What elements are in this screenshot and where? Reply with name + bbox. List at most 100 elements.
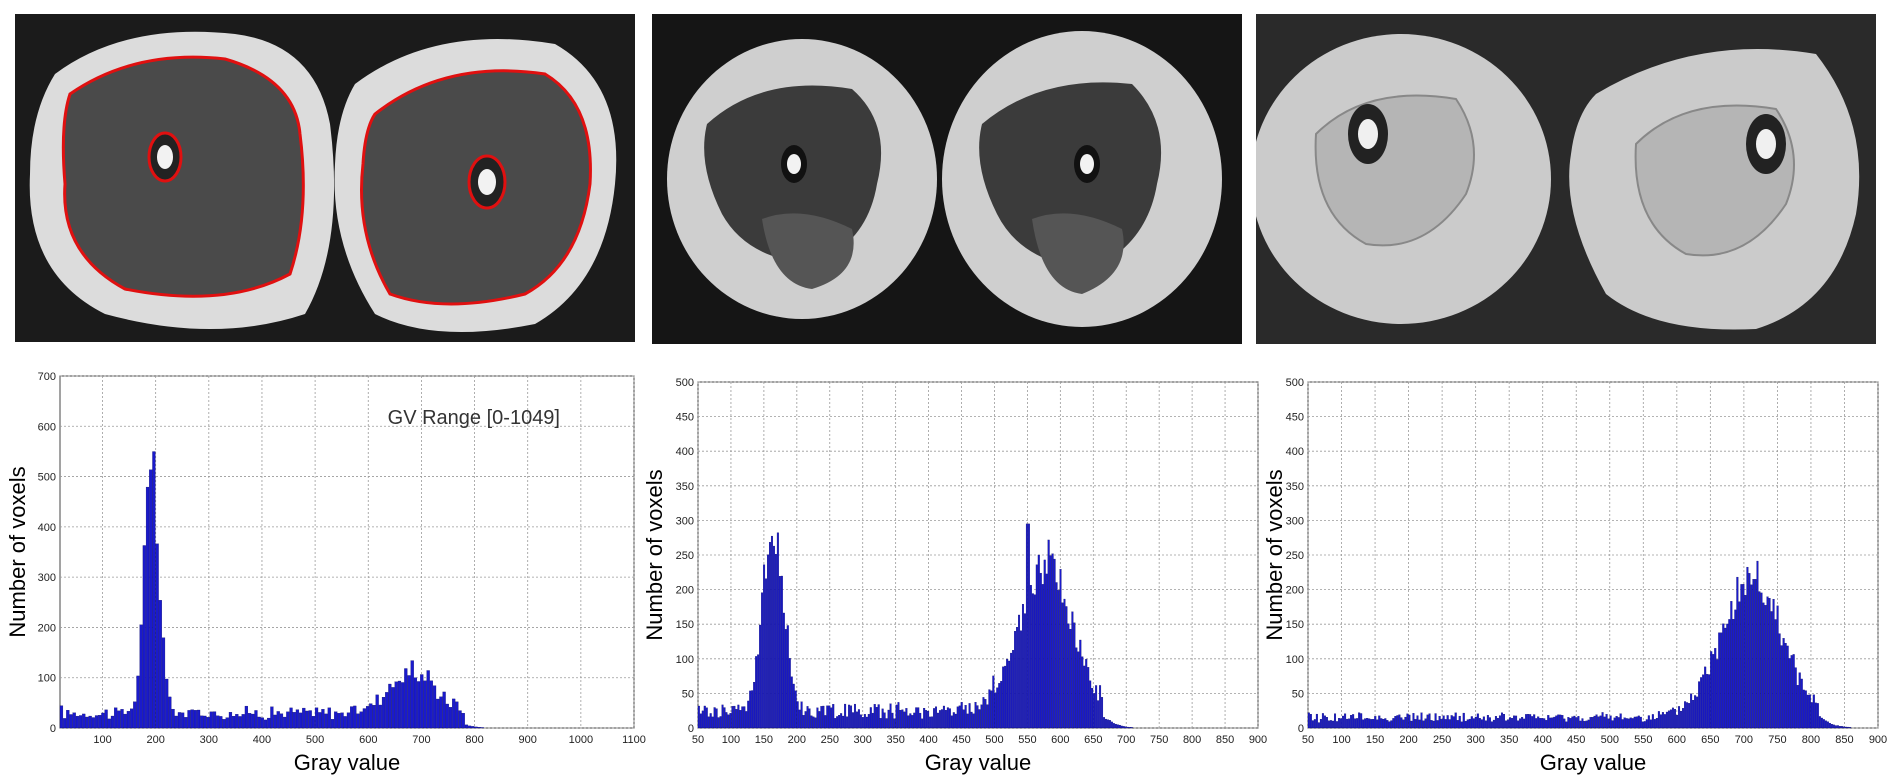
histogram-bar xyxy=(1633,716,1636,729)
histogram-bar xyxy=(938,710,941,729)
histogram-bar xyxy=(861,717,864,729)
histogram-bar xyxy=(1553,716,1556,729)
histogram-bar xyxy=(697,705,700,729)
histogram-bar xyxy=(1482,716,1485,729)
histogram-bar xyxy=(820,706,823,729)
histogram-bar xyxy=(1029,585,1032,729)
histogram-bar xyxy=(1348,718,1351,729)
histogram-bar xyxy=(1344,713,1347,729)
histogram-bar xyxy=(1122,726,1125,729)
histogram-bar xyxy=(1758,591,1761,729)
histogram-bar xyxy=(933,708,936,729)
y-tick-label: 100 xyxy=(676,654,694,666)
histogram-bar xyxy=(1354,718,1357,729)
histogram-bar xyxy=(1426,714,1429,729)
histogram-bar xyxy=(1130,727,1133,729)
histogram-bar xyxy=(1492,719,1495,729)
histogram-bar xyxy=(848,704,851,729)
histogram-bar xyxy=(984,699,987,729)
x-tick-label: 250 xyxy=(1433,734,1451,746)
histogram-bar xyxy=(385,692,389,729)
x-tick-label: 400 xyxy=(253,734,271,746)
histogram-bar xyxy=(1085,659,1088,729)
histogram-bar xyxy=(1364,718,1367,729)
histogram-bar xyxy=(1315,713,1318,729)
histogram-bar xyxy=(836,716,839,729)
histogram-bar xyxy=(1663,714,1666,729)
histogram-bar xyxy=(1657,711,1660,729)
histogram-bar xyxy=(978,709,981,729)
x-tick-label: 300 xyxy=(200,734,218,746)
histogram-bar xyxy=(909,713,912,729)
histogram-bar xyxy=(232,716,236,729)
histogram-bar xyxy=(1609,715,1612,729)
x-tick-label: 650 xyxy=(1084,734,1102,746)
histogram-bar xyxy=(749,690,752,729)
histogram-bar xyxy=(350,706,354,729)
histogram-bar xyxy=(445,703,449,729)
histogram-bar xyxy=(1480,719,1483,729)
histogram-bar xyxy=(865,716,868,729)
x-tick-label: 350 xyxy=(886,734,904,746)
histogram-bar xyxy=(145,486,150,729)
histogram-bar xyxy=(1327,720,1330,729)
histogram-bar xyxy=(840,713,843,729)
histogram-bar xyxy=(1462,712,1465,729)
histogram-bar xyxy=(982,697,985,729)
histogram-bar xyxy=(187,710,191,729)
histogram-bar xyxy=(917,707,920,729)
histogram-bar xyxy=(1637,715,1640,729)
histogram-bar xyxy=(401,682,405,729)
histogram-bar xyxy=(1063,598,1066,729)
histogram-bar xyxy=(1517,720,1520,729)
histogram-bar xyxy=(1352,714,1355,729)
histogram-bar xyxy=(818,711,821,729)
histogram-bar xyxy=(279,713,284,729)
histogram-bar xyxy=(1599,715,1602,729)
histogram-bar xyxy=(1376,719,1379,729)
histogram-bar xyxy=(798,709,801,729)
histogram-bar xyxy=(267,717,271,729)
histogram-bar xyxy=(1023,613,1026,729)
histogram-bar xyxy=(295,709,300,729)
histogram-chart-b: 50 100 150 200 250 300 350 400 450 500 550 600 650 70… xyxy=(640,372,1267,781)
histogram-bar xyxy=(1079,639,1082,729)
histogram-bar xyxy=(960,702,963,729)
histogram-bar xyxy=(1126,726,1129,729)
y-tick-label: 400 xyxy=(38,522,56,534)
histogram-bar xyxy=(468,725,472,729)
y-tick-label: 450 xyxy=(676,412,694,424)
histogram-bar xyxy=(899,710,902,729)
histogram-bar xyxy=(1444,719,1447,729)
histogram-bar xyxy=(1087,667,1090,729)
histogram-bar xyxy=(980,704,983,729)
histogram-bar xyxy=(895,704,898,729)
x-tick-label: 200 xyxy=(1399,734,1417,746)
histogram-bar xyxy=(1774,619,1777,729)
histogram-bar xyxy=(1484,720,1487,729)
histogram-bar xyxy=(327,707,331,729)
histogram-bar xyxy=(1103,717,1106,729)
x-tick-label: 50 xyxy=(1302,734,1314,746)
histogram-bar xyxy=(1716,659,1719,729)
x-tick-label: 800 xyxy=(1802,734,1820,746)
histogram-bar xyxy=(1101,697,1104,729)
histogram-bar xyxy=(1336,721,1339,729)
histogram-bar xyxy=(1384,718,1387,729)
histogram-bar xyxy=(324,713,328,729)
histogram-bar xyxy=(927,711,930,729)
histogram-bar xyxy=(814,717,817,729)
histogram-bar xyxy=(1378,715,1381,729)
histogram-bar xyxy=(790,676,793,729)
y-tick-label: 50 xyxy=(1292,688,1304,700)
y-tick-label: 350 xyxy=(676,481,694,493)
histogram-bar xyxy=(429,680,433,729)
histogram-bar xyxy=(940,709,943,729)
histogram-bar xyxy=(919,712,922,729)
histogram-bar xyxy=(1006,658,1009,729)
histogram-bar xyxy=(1012,650,1015,729)
histogram-bar xyxy=(247,713,252,729)
histogram-bar xyxy=(1350,715,1353,729)
histogram-bar xyxy=(715,708,718,729)
histogram-bar xyxy=(1792,654,1795,729)
